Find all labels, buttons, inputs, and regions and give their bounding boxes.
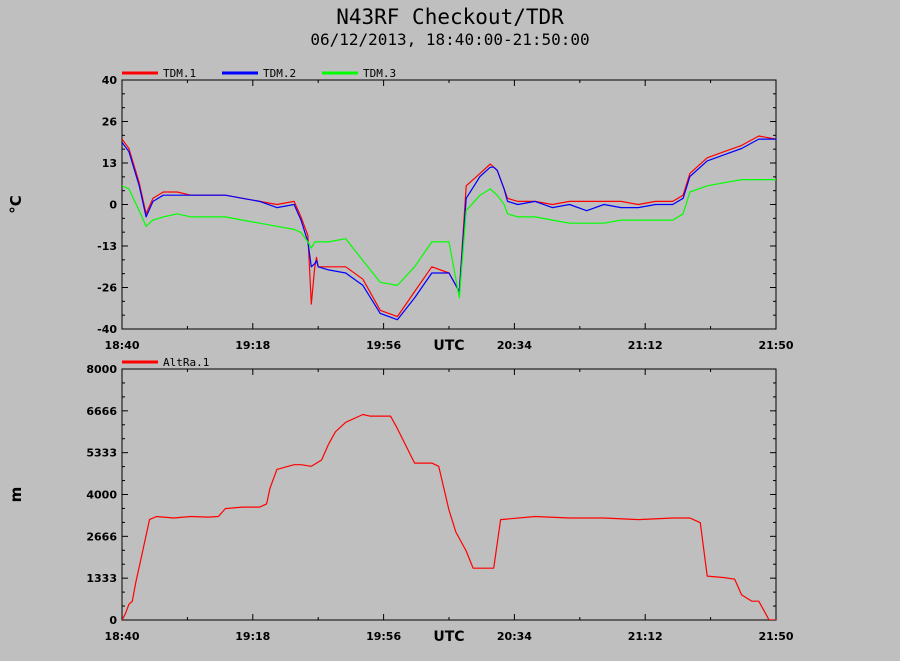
plot-frame [121, 79, 777, 330]
x-tick-label: 21:50 [758, 630, 793, 643]
chart-subtitle: 06/12/2013, 18:40:00-21:50:00 [310, 30, 589, 49]
y-tick-label: 1333 [86, 572, 117, 585]
legend-label: TDM.1 [163, 67, 196, 80]
y-axis-label: °C [7, 195, 25, 214]
x-tick-label: 20:34 [497, 630, 532, 643]
x-tick-label: 19:18 [235, 630, 270, 643]
x-axis-label: UTC [433, 338, 464, 354]
x-tick-label: 19:18 [235, 339, 270, 352]
y-tick-label: 0 [109, 199, 117, 212]
y-tick-label: -13 [97, 240, 117, 253]
panel-2 [121, 360, 777, 621]
y-tick-label: 0 [109, 614, 117, 627]
legend-label: AltRa.1 [163, 356, 209, 369]
x-tick-label: 18:40 [104, 339, 139, 352]
x-tick-label: 20:34 [497, 339, 532, 352]
series-line-tdm-3 [122, 179, 776, 299]
y-tick-label: 40 [102, 74, 118, 87]
series-line-altra-1 [122, 413, 776, 620]
y-tick-label: 26 [102, 116, 118, 129]
series-line-tdm-2 [122, 138, 776, 321]
x-tick-label: 19:56 [366, 630, 401, 643]
x-tick-label: 21:50 [758, 339, 793, 352]
series-line-tdm-1 [122, 135, 776, 318]
x-tick-label: 21:12 [628, 339, 663, 352]
y-tick-label: -40 [97, 323, 117, 336]
legend-label: TDM.3 [363, 67, 396, 80]
panel-1 [121, 71, 777, 330]
chart-title: N43RF Checkout/TDR [336, 5, 564, 29]
y-tick-label: 4000 [86, 489, 117, 502]
y-tick-label: 8000 [86, 363, 117, 376]
legend-label: TDM.2 [263, 67, 296, 80]
plot-frame [121, 368, 777, 621]
x-tick-label: 19:56 [366, 339, 401, 352]
x-tick-label: 18:40 [104, 630, 139, 643]
x-axis-label: UTC [433, 629, 464, 645]
y-tick-label: 13 [102, 157, 117, 170]
x-tick-label: 21:12 [628, 630, 663, 643]
y-tick-label: 5333 [86, 447, 117, 460]
y-tick-label: 6666 [86, 405, 117, 418]
y-tick-label: 2666 [86, 530, 117, 543]
y-tick-label: -26 [97, 282, 117, 295]
y-axis-label: m [7, 487, 25, 503]
